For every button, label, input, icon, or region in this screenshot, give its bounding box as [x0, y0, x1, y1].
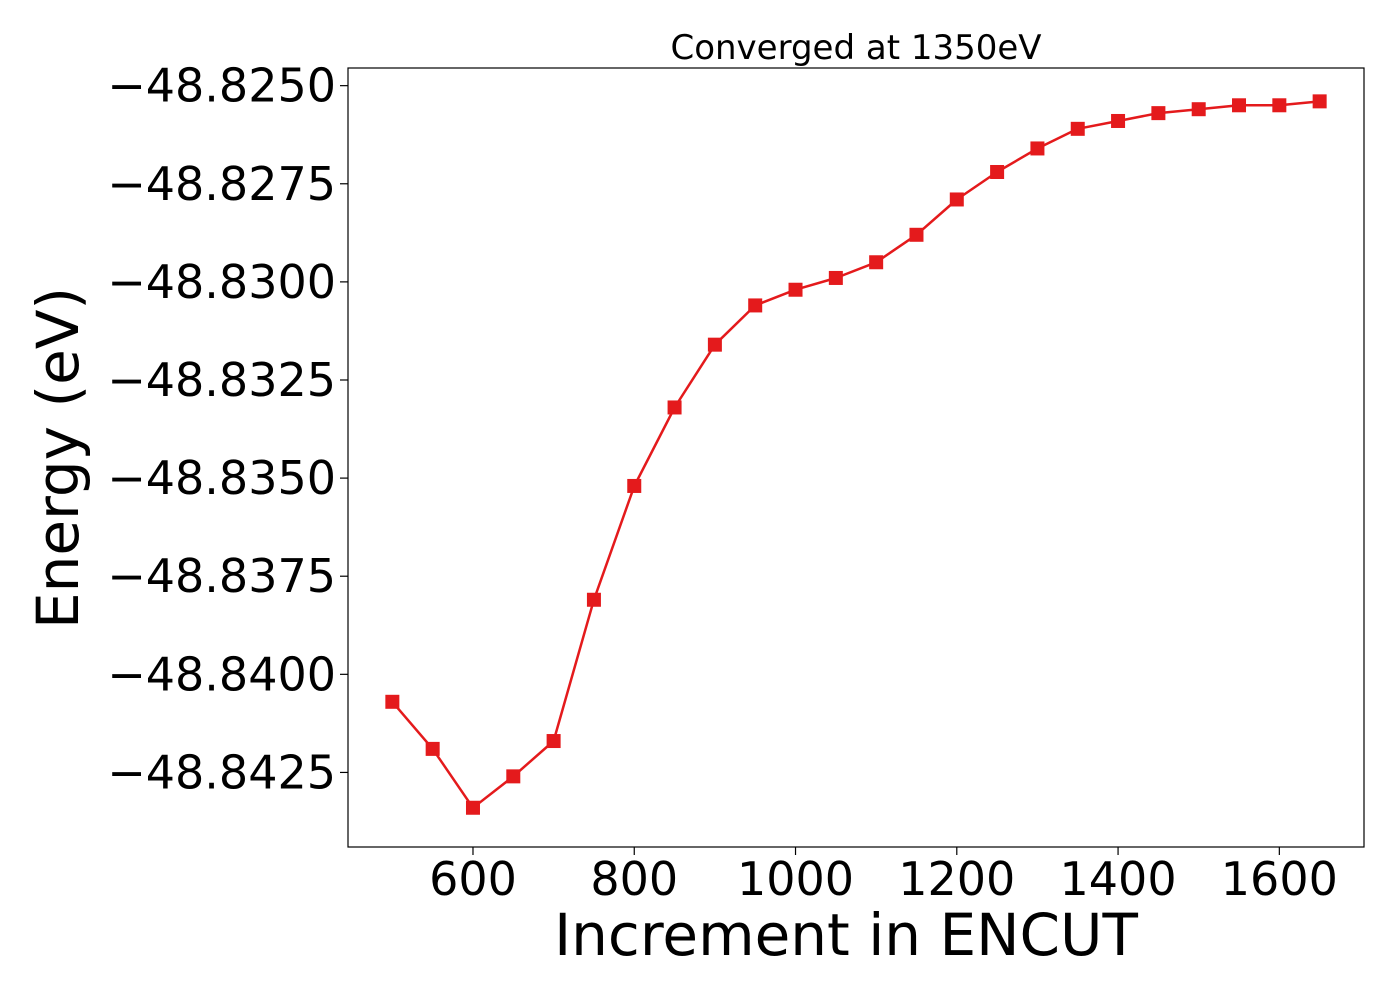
- x-tick-label: 1400: [1060, 852, 1177, 906]
- data-point: [465, 800, 480, 815]
- data-point: [748, 298, 763, 313]
- data-point: [990, 164, 1005, 179]
- data-point: [385, 694, 400, 709]
- x-tick-label: 800: [590, 852, 678, 906]
- y-tick-label: −48.8250: [107, 59, 336, 113]
- data-point: [1070, 121, 1085, 136]
- data-point: [667, 400, 682, 415]
- data-point: [425, 741, 440, 756]
- data-point: [949, 192, 964, 207]
- y-axis: −48.8250 −48.8275 −48.8300 −48.8325 −48.8350…: [107, 59, 348, 799]
- x-tick-label: 1600: [1221, 852, 1338, 906]
- data-point: [627, 478, 642, 493]
- data-point: [1030, 141, 1045, 156]
- y-tick-label: −48.8275: [107, 157, 336, 211]
- x-tick-label: 1000: [737, 852, 854, 906]
- y-tick-label: −48.8350: [107, 451, 336, 505]
- data-point: [1312, 94, 1327, 109]
- data-point: [1151, 106, 1166, 121]
- data-point: [707, 337, 722, 352]
- plot-area: [347, 67, 1365, 848]
- data-point: [869, 255, 884, 270]
- y-tick-label: −48.8375: [107, 549, 336, 603]
- data-point: [506, 769, 521, 784]
- data-point: [788, 282, 803, 297]
- data-point: [1232, 98, 1247, 113]
- chart-title: Converged at 1350eV: [670, 28, 1041, 68]
- y-tick-label: −48.8425: [107, 745, 336, 799]
- x-tick-label: 1200: [898, 852, 1015, 906]
- data-point: [586, 592, 601, 607]
- y-axis-label: Energy (eV): [24, 287, 92, 629]
- x-axis: 600 800 1000 1200 1400 1600: [429, 847, 1338, 906]
- data-point: [1191, 102, 1206, 117]
- x-tick-label: 600: [429, 852, 517, 906]
- data-point: [1111, 113, 1126, 128]
- y-tick-label: −48.8325: [107, 353, 336, 407]
- data-point: [546, 734, 561, 749]
- data-point: [828, 270, 843, 285]
- data-point: [909, 227, 924, 242]
- data-point: [1272, 98, 1287, 113]
- series-layer: [385, 94, 1327, 815]
- y-tick-label: −48.8400: [107, 647, 336, 701]
- x-axis-label: Increment in ENCUT: [554, 901, 1138, 969]
- y-tick-label: −48.8300: [107, 255, 336, 309]
